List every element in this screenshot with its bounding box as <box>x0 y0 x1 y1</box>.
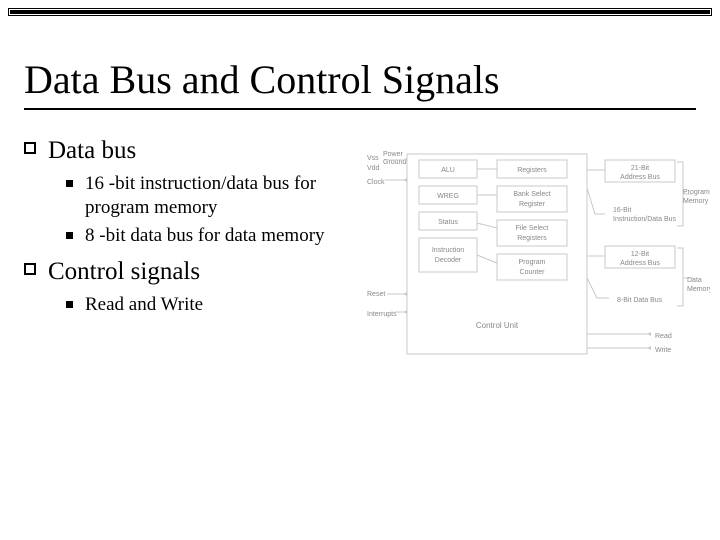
label-clock: Clock <box>367 179 385 186</box>
label-8bit: 8-Bit Data Bus <box>617 297 663 304</box>
block-control-unit: Control Unit <box>476 321 519 330</box>
block-fsr-2: Registers <box>517 235 547 242</box>
square-bullet-icon <box>24 142 36 154</box>
bullet-body: Data bus 16 -bit instruction/data bus fo… <box>24 136 354 321</box>
block-idec-1: Instruction <box>432 247 464 254</box>
block-pc-2: Counter <box>520 269 546 276</box>
label-power: Power <box>383 151 404 158</box>
label-write: Write <box>655 347 671 354</box>
label-read: Read <box>655 333 672 340</box>
bullet-lvl1: Data bus <box>24 136 354 166</box>
filled-square-bullet-icon <box>66 301 73 308</box>
label-12bit-1: 12-Bit <box>631 251 649 258</box>
block-registers: Registers <box>517 167 547 174</box>
bullet-lvl2-label: 8 -bit data bus for data memory <box>85 224 325 248</box>
block-fsr-1: File Select <box>516 225 549 232</box>
label-data-mem-2: Memory <box>687 286 710 293</box>
title-underline <box>24 108 696 110</box>
label-reset: Reset <box>367 291 385 298</box>
block-bsr-2: Register <box>519 201 546 208</box>
bullet-lvl2: Read and Write <box>66 293 354 317</box>
block-bsr-1: Bank Select <box>513 191 550 198</box>
label-21bit-2: Address Bus <box>620 174 660 181</box>
label-12bit-2: Address Bus <box>620 260 660 267</box>
label-prog-mem-1: Program <box>683 189 710 196</box>
block-pc-1: Program <box>519 259 546 266</box>
square-bullet-icon <box>24 263 36 275</box>
bullet-lvl2-label: Read and Write <box>85 293 203 317</box>
label-prog-mem-2: Memory <box>683 198 709 205</box>
bullet-lvl1: Control signals <box>24 257 354 287</box>
label-16bit-2: Instruction/Data Bus <box>613 216 677 223</box>
header-rule-inner <box>10 10 710 14</box>
bullet-lvl2: 16 -bit instruction/data bus for program… <box>66 172 354 220</box>
architecture-diagram: Vss Vdd Clock Power Ground Reset Interru… <box>365 148 710 373</box>
block-wreg: WREG <box>437 193 459 200</box>
block-alu: ALU <box>441 167 455 174</box>
label-interrupts: Interrupts <box>367 311 397 318</box>
block-status: Status <box>438 219 458 226</box>
bullet-lvl2-label: 16 -bit instruction/data bus for program… <box>85 172 354 220</box>
slide-title: Data Bus and Control Signals <box>24 56 500 103</box>
block-idec-2: Decoder <box>435 257 462 264</box>
label-21bit-1: 21-Bit <box>631 165 649 172</box>
label-vdd: Vdd <box>367 165 380 172</box>
filled-square-bullet-icon <box>66 180 73 187</box>
label-vss: Vss <box>367 155 379 162</box>
filled-square-bullet-icon <box>66 232 73 239</box>
bullet-lvl1-label: Data bus <box>48 136 136 166</box>
label-16bit-1: 16-Bit <box>613 207 631 214</box>
bullet-lvl2: 8 -bit data bus for data memory <box>66 224 354 248</box>
slide: Data Bus and Control Signals Data bus 16… <box>0 0 720 540</box>
bullet-lvl1-label: Control signals <box>48 257 200 287</box>
